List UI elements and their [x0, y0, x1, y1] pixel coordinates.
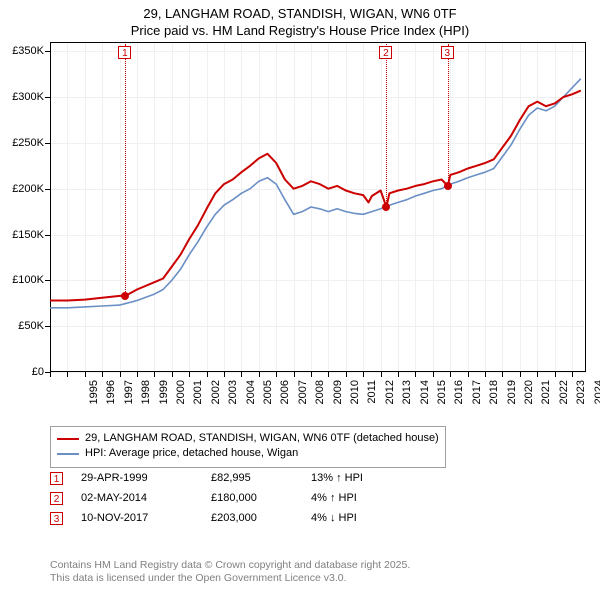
title-line-2: Price paid vs. HM Land Registry's House …: [0, 23, 600, 40]
x-axis-label: 2001: [192, 380, 204, 420]
legend: 29, LANGHAM ROAD, STANDISH, WIGAN, WN6 0…: [50, 426, 446, 468]
legend-item: 29, LANGHAM ROAD, STANDISH, WIGAN, WN6 0…: [57, 431, 439, 446]
x-axis-label: 2010: [349, 380, 361, 420]
x-axis-label: 1995: [88, 380, 100, 420]
sale-marker-badge: 3: [441, 46, 454, 59]
x-axis-label: 2021: [540, 380, 552, 420]
x-axis-label: 2016: [453, 380, 465, 420]
x-axis-label: 2022: [558, 380, 570, 420]
x-axis-label: 2006: [279, 380, 291, 420]
sale-price: £82,995: [211, 472, 311, 484]
sale-point-marker: [382, 203, 390, 211]
sale-marker-badge: 3: [50, 512, 63, 525]
x-axis-label: 2008: [314, 380, 326, 420]
title-line-1: 29, LANGHAM ROAD, STANDISH, WIGAN, WN6 0…: [0, 6, 600, 23]
x-axis-label: 2020: [523, 380, 535, 420]
x-axis-label: 2023: [575, 380, 587, 420]
x-axis-label: 2018: [488, 380, 500, 420]
sale-hpi: 4% ↑ HPI: [311, 492, 421, 504]
chart-title: 29, LANGHAM ROAD, STANDISH, WIGAN, WN6 0…: [0, 0, 600, 40]
x-axis-label: 2017: [471, 380, 483, 420]
sale-point-marker: [121, 292, 129, 300]
sale-hpi: 13% ↑ HPI: [311, 472, 421, 484]
x-axis-label: 2013: [401, 380, 413, 420]
sale-marker-badge: 1: [118, 46, 131, 59]
sale-point-marker: [444, 182, 452, 190]
chart-container: { "title": { "line1": "29, LANGHAM ROAD,…: [0, 0, 600, 590]
x-axis-label: 1999: [158, 380, 170, 420]
series-hpi: [50, 79, 581, 308]
sale-marker-badge: 2: [379, 46, 392, 59]
legend-swatch: [57, 438, 79, 440]
x-axis-label: 2011: [366, 380, 378, 420]
sale-date: 10-NOV-2017: [81, 512, 211, 524]
chart-area: £0£50K£100K£150K£200K£250K£300K£350K1995…: [6, 42, 594, 422]
x-axis-label: 2014: [419, 380, 431, 420]
legend-item: HPI: Average price, detached house, Wiga…: [57, 446, 439, 461]
sale-marker-badge: 2: [50, 492, 63, 505]
footer-line: Contains HM Land Registry data © Crown c…: [50, 559, 410, 573]
x-axis-label: 2024: [593, 380, 600, 420]
x-axis-label: 2000: [175, 380, 187, 420]
sale-date: 02-MAY-2014: [81, 492, 211, 504]
x-axis-label: 2009: [332, 380, 344, 420]
table-row: 2 02-MAY-2014 £180,000 4% ↑ HPI: [50, 488, 421, 508]
x-axis-label: 2005: [262, 380, 274, 420]
series-price_paid: [50, 91, 581, 301]
x-axis-label: 2019: [506, 380, 518, 420]
sale-price: £180,000: [211, 492, 311, 504]
legend-label: 29, LANGHAM ROAD, STANDISH, WIGAN, WN6 0…: [85, 431, 439, 446]
sales-table: 1 29-APR-1999 £82,995 13% ↑ HPI 2 02-MAY…: [50, 468, 421, 528]
footer-line: This data is licensed under the Open Gov…: [50, 572, 410, 586]
table-row: 1 29-APR-1999 £82,995 13% ↑ HPI: [50, 468, 421, 488]
legend-swatch: [57, 453, 79, 455]
x-axis-label: 1997: [123, 380, 135, 420]
sale-price: £203,000: [211, 512, 311, 524]
x-axis-label: 1998: [140, 380, 152, 420]
x-axis-label: 2012: [384, 380, 396, 420]
legend-label: HPI: Average price, detached house, Wiga…: [85, 446, 298, 461]
x-axis-label: 2002: [210, 380, 222, 420]
x-axis-label: 2003: [227, 380, 239, 420]
table-row: 3 10-NOV-2017 £203,000 4% ↓ HPI: [50, 508, 421, 528]
footer-attribution: Contains HM Land Registry data © Crown c…: [50, 559, 410, 586]
x-axis-label: 2007: [297, 380, 309, 420]
sale-hpi: 4% ↓ HPI: [311, 512, 421, 524]
sale-date: 29-APR-1999: [81, 472, 211, 484]
x-axis-label: 1996: [105, 380, 117, 420]
x-axis-label: 2015: [436, 380, 448, 420]
sale-marker-badge: 1: [50, 472, 63, 485]
x-axis-label: 2004: [245, 380, 257, 420]
